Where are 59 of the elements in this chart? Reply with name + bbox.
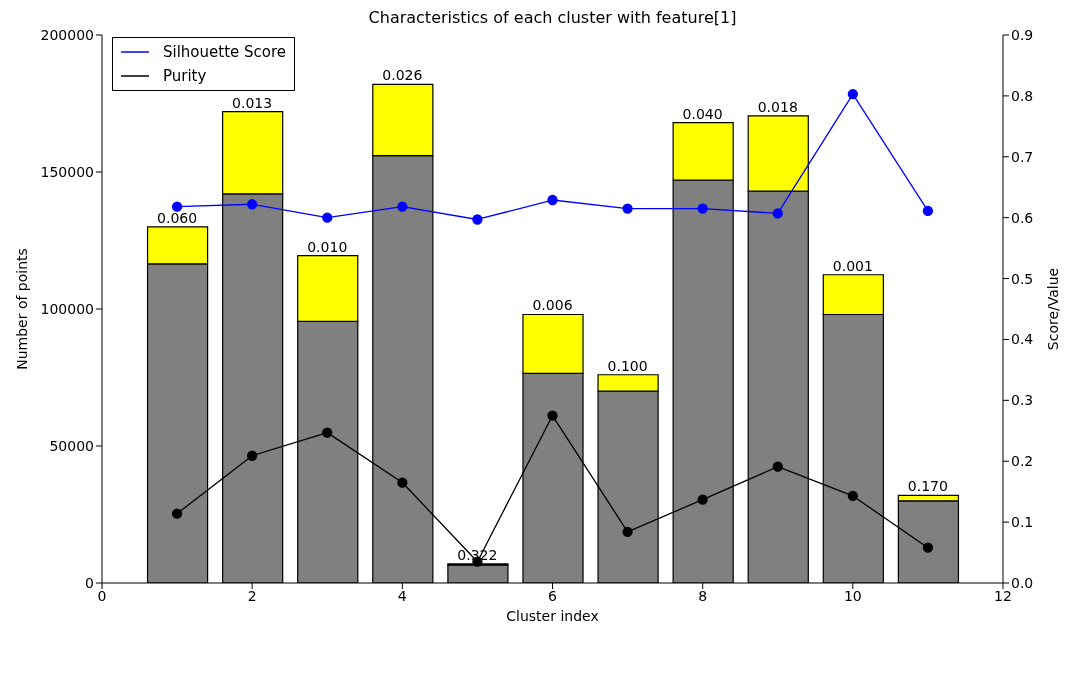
- point: [697, 494, 708, 505]
- y2-tick-label: 0.0: [1011, 574, 1034, 591]
- y2-tick-label: 0.4: [1011, 331, 1034, 348]
- y-tick-label: 200000: [40, 26, 94, 43]
- y-tick-label: 0: [85, 574, 94, 591]
- y2-tick-label: 0.5: [1011, 270, 1034, 287]
- point: [171, 508, 183, 519]
- point: [847, 490, 858, 502]
- point: [247, 199, 258, 210]
- annotation: 0.100: [607, 357, 648, 374]
- x-tick-label: 12: [994, 587, 1012, 604]
- point: [772, 461, 783, 472]
- y2-tick-label: 0.9: [1011, 26, 1034, 43]
- y2-tick-label: 0.7: [1011, 148, 1034, 165]
- legend-label: Purity: [163, 66, 207, 87]
- point: [622, 526, 633, 537]
- y2-axis-title: Score/Value: [1044, 267, 1061, 351]
- x-tick-label: 4: [397, 587, 407, 604]
- x-tick-label: 2: [247, 587, 257, 604]
- point: [397, 477, 408, 488]
- y-tick-label: 100000: [40, 300, 94, 317]
- y-tick-label: 150000: [40, 163, 94, 180]
- annotation: 0.060: [157, 209, 198, 226]
- y2-tick-label: 0.6: [1011, 209, 1034, 226]
- annotation: 0.006: [532, 297, 573, 314]
- annotation: 0.010: [307, 238, 348, 255]
- annotation: 0.170: [907, 478, 948, 495]
- x-tick-label: 10: [843, 587, 862, 604]
- y2-tick-label: 0.2: [1011, 453, 1034, 470]
- x-tick-label: 6: [548, 587, 558, 604]
- y-axis-title: Number of points: [13, 248, 30, 370]
- y2-tick-label: 0.3: [1011, 392, 1034, 409]
- point: [547, 410, 558, 421]
- point: [322, 212, 333, 223]
- y2-tick-label: 0.1: [1011, 514, 1034, 531]
- point: [847, 88, 858, 100]
- point: [922, 205, 934, 217]
- point: [472, 214, 483, 225]
- annotation: 0.018: [757, 98, 798, 115]
- annotation: 0.001: [832, 257, 873, 274]
- annotation: 0.013: [232, 94, 273, 111]
- point: [322, 427, 333, 438]
- point: [397, 201, 408, 212]
- annotation: 0.026: [382, 67, 423, 84]
- point: [622, 203, 633, 214]
- point: [547, 194, 558, 206]
- x-tick-label: 0: [97, 587, 107, 604]
- chart-title: Characteristics of each cluster with feature[1]: [367, 8, 738, 27]
- y-tick-label: 50000: [49, 437, 94, 454]
- point: [247, 450, 258, 461]
- point: [171, 201, 183, 212]
- point: [697, 203, 708, 214]
- x-axis-title: Cluster index: [506, 608, 599, 624]
- x-tick-label: 8: [698, 587, 708, 604]
- annotation: 0.040: [682, 105, 723, 122]
- y2-tick-label: 0.8: [1011, 87, 1034, 104]
- point: [772, 208, 783, 219]
- legend-label: Silhouette Score: [163, 42, 287, 63]
- point: [922, 542, 934, 553]
